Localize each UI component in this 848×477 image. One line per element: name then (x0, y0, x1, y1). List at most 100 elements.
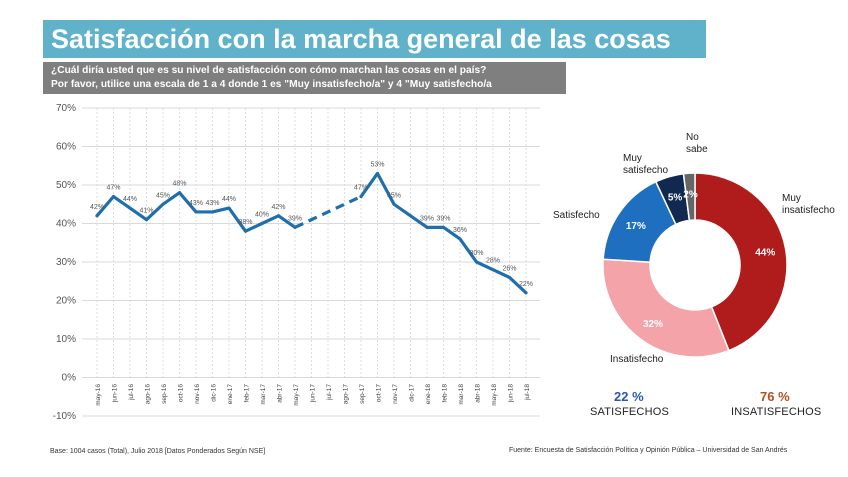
data-point (376, 171, 379, 175)
data-point (194, 210, 198, 214)
data-point (442, 225, 445, 229)
data-point (227, 206, 231, 210)
x-tick-label: abr-17 (277, 384, 284, 403)
x-tick-label: jul-17 (326, 384, 333, 401)
label-muy-insatisfecho-line1: Muy (782, 193, 801, 204)
x-tick-label: may-18 (491, 384, 498, 406)
x-tick-label: ago-16 (145, 384, 152, 405)
y-tick-label: 0% (62, 373, 77, 384)
data-label: 30% (469, 250, 483, 257)
x-tick-label: jun-17 (310, 384, 317, 403)
page-title: Satisfacción con la marcha general de la… (43, 20, 706, 58)
x-tick-label: sep-16 (161, 384, 168, 404)
question-line-2: Por favor, utilice una escala de 1 a 4 d… (51, 79, 492, 90)
label-no-sabe: No sabe (686, 132, 708, 156)
label-insatisfecho: Insatisfecho (610, 354, 663, 366)
y-tick-label: 20% (56, 296, 76, 307)
y-tick-label: 60% (56, 142, 76, 153)
data-label: 40% (255, 212, 269, 219)
label-muy-satisfecho-line1: Muy (623, 153, 642, 164)
donut-slice (682, 172, 696, 222)
data-point (145, 218, 148, 222)
label-satisfecho: Satisfecho (553, 210, 600, 222)
y-tick-label: 40% (56, 219, 76, 230)
satisfied-label: SATISFECHOS (590, 406, 670, 418)
data-label: 43% (205, 200, 219, 207)
data-label: 48% (172, 181, 186, 188)
data-point (244, 229, 247, 233)
data-label: 39% (288, 215, 302, 222)
label-insatisfecho-line1: Insatisfecho (610, 354, 664, 365)
x-tick-label: abr-18 (475, 384, 482, 403)
data-point (491, 268, 495, 272)
series-gap-dashed (294, 195, 362, 229)
x-tick-label: ene-17 (227, 384, 234, 405)
data-point (95, 214, 99, 218)
x-tick-label: ene-18 (425, 384, 432, 405)
data-point (524, 291, 528, 295)
data-point (458, 237, 462, 241)
y-tick-label: 30% (56, 257, 76, 268)
line-chart: -10% 0% 10% 20% 30% 40% 50% 60% 70% may-16 jun-16 j… (53, 103, 540, 422)
x-tick-label: oct-17 (376, 384, 383, 402)
unsatisfied-percent: 76 % (760, 389, 790, 404)
footer-base: Base: 1004 casos (Total), Julio 2018 [Da… (50, 448, 266, 455)
data-point (211, 210, 214, 214)
label-muy-insatisfecho: Muy insatisfecho (782, 193, 835, 217)
data-point (178, 191, 181, 195)
data-label: 45% (156, 192, 170, 199)
label-no-sabe-line2: sabe (686, 144, 708, 155)
x-tick-label: jun-18 (508, 384, 515, 403)
slice-label: 2% (683, 190, 698, 201)
data-point (260, 222, 264, 225)
x-tick-label: feb-18 (442, 384, 449, 403)
label-muy-satisfecho: Muy satisfecho (623, 153, 668, 177)
data-label: 22% (519, 281, 533, 288)
x-tick-label: sep-17 (359, 384, 366, 404)
data-label: 26% (502, 265, 516, 272)
data-label: 39% (420, 215, 434, 222)
x-tick-label: nov-16 (194, 384, 201, 404)
data-label: 41% (139, 208, 153, 215)
y-tick-label: -10% (53, 411, 76, 422)
x-tick-label: jul-16 (128, 384, 135, 401)
data-point (277, 214, 280, 218)
data-label: 44% (123, 196, 137, 203)
data-label: 53% (370, 161, 384, 168)
data-label: 42% (90, 204, 104, 211)
question-line-1: ¿Cuál diría usted que es su nivel de sat… (51, 65, 487, 76)
data-label: 45% (387, 192, 401, 199)
x-tick-label: may-16 (95, 384, 102, 406)
data-label: 47% (354, 185, 368, 192)
data-point (425, 225, 429, 229)
x-tick-label: dic-17 (409, 384, 416, 402)
label-muy-insatisfecho-line2: insatisfecho (782, 205, 835, 216)
data-label: 28% (486, 258, 500, 265)
data-label: 44% (222, 196, 236, 203)
data-point (359, 195, 363, 199)
slice-label: 44% (755, 248, 775, 259)
x-tick-label: jul-18 (524, 384, 531, 401)
y-tick-label: 50% (56, 180, 76, 191)
label-satisfecho-line1: Satisfecho (553, 210, 600, 221)
x-tick-label: jun-16 (112, 384, 119, 403)
slice-label: 5% (668, 192, 683, 203)
data-point (508, 275, 511, 279)
label-no-sabe-line1: No (686, 132, 699, 143)
y-tick-label: 10% (56, 334, 76, 345)
data-label: 43% (189, 200, 203, 207)
data-point (128, 206, 132, 210)
y-tick-label: 70% (56, 103, 76, 114)
data-point (161, 202, 165, 206)
x-tick-label: mar-18 (458, 384, 465, 405)
x-tick-label: feb-17 (244, 384, 251, 403)
x-tick-label: ago-17 (343, 384, 350, 405)
data-point (293, 225, 297, 229)
data-point (409, 214, 412, 218)
x-tick-label: oct-16 (178, 384, 185, 402)
data-label: 36% (453, 227, 467, 234)
data-label: 39% (436, 215, 450, 222)
footer-source: Fuente: Encuesta de Satisfacción Polític… (509, 447, 788, 454)
donut-slice (694, 172, 788, 352)
x-tick-label: nov-17 (392, 384, 399, 404)
